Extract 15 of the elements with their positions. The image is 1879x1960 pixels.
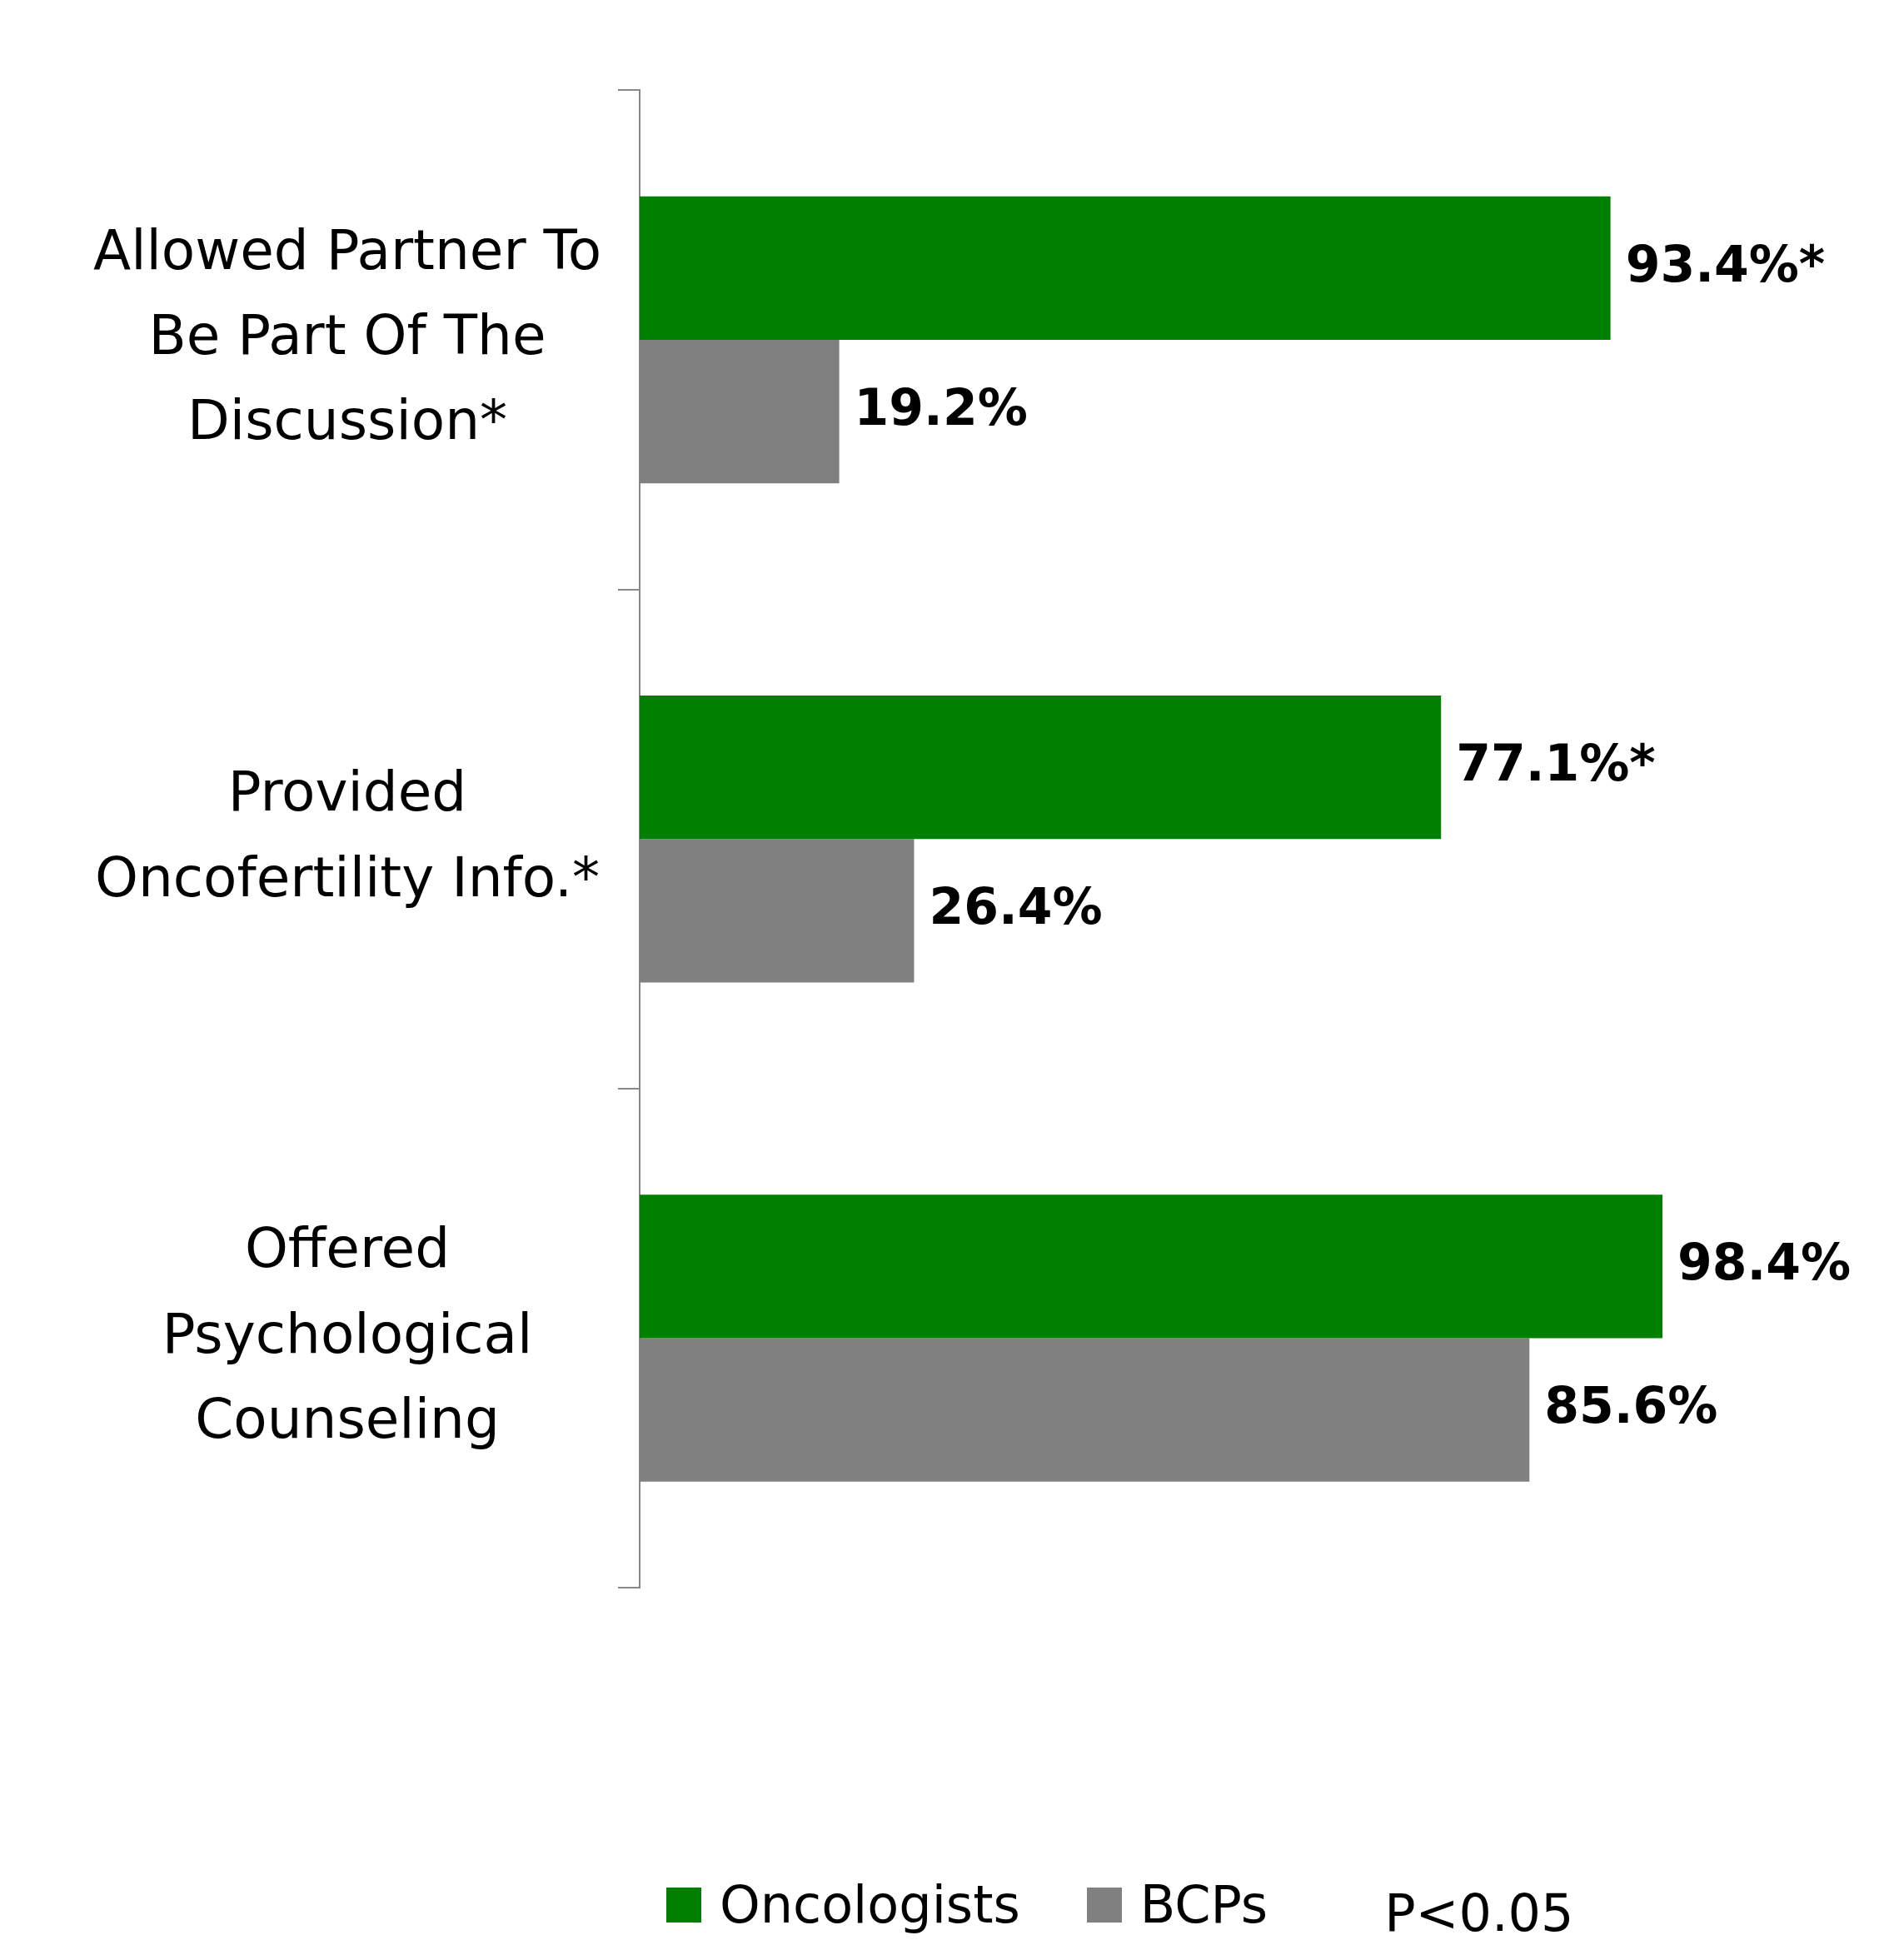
bar <box>640 695 1442 840</box>
data-label: 98.4% <box>1677 1232 1852 1291</box>
data-label: 93.4%* <box>1625 234 1826 293</box>
data-label: 85.6% <box>1544 1376 1718 1435</box>
data-label: 26.4% <box>929 876 1103 935</box>
y-tick-label: Allowed Partner To Be Part Of The Discussion* <box>93 217 601 453</box>
text: P<0.05 <box>1384 1883 1574 1943</box>
data-label: 77.1%* <box>1456 733 1656 792</box>
y-tick-label: Provided Oncofertility Info.* <box>95 760 600 910</box>
bar <box>640 1194 1663 1339</box>
y-tick-label: Offered Psychological Counseling <box>162 1216 533 1451</box>
bar <box>640 196 1611 341</box>
data-label: 19.2% <box>854 377 1028 436</box>
legend-label: Oncologists <box>720 1874 1020 1935</box>
legend-label: BCPs <box>1139 1874 1268 1935</box>
